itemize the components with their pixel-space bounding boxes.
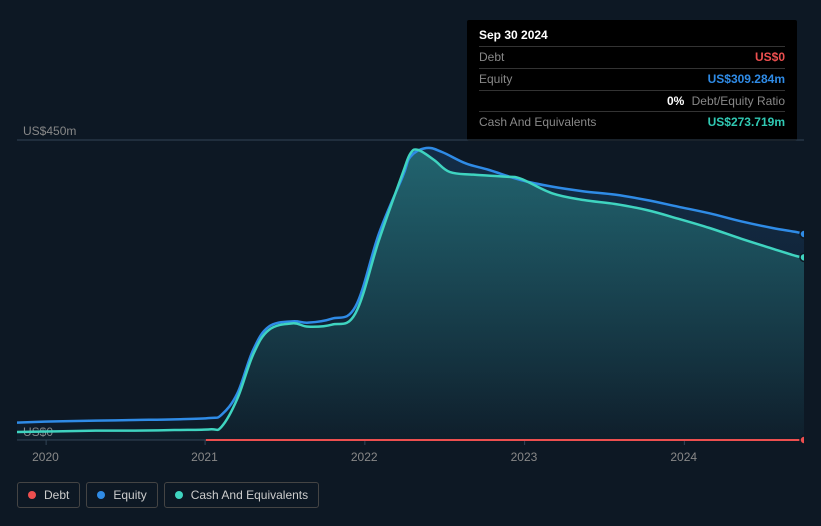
tooltip-row-value: US$309.284m	[708, 71, 785, 88]
chart-tooltip: Sep 30 2024 Debt US$0 Equity US$309.284m 0% …	[467, 20, 797, 141]
x-axis-label: 2024	[670, 450, 697, 464]
tooltip-row: 0% Debt/Equity Ratio	[479, 90, 785, 112]
chart-svg	[17, 125, 804, 445]
legend-item-equity[interactable]: Equity	[86, 482, 157, 508]
tooltip-row-sub: Debt/Equity Ratio	[688, 94, 785, 108]
legend-item-debt[interactable]: Debt	[17, 482, 80, 508]
x-axis-label: 2023	[511, 450, 538, 464]
tooltip-row-label: Equity	[479, 71, 512, 88]
x-axis-label: 2022	[351, 450, 378, 464]
chart-area[interactable]	[17, 125, 804, 470]
legend-dot-icon	[28, 491, 36, 499]
x-axis-label: 2020	[32, 450, 59, 464]
tooltip-rows: Debt US$0 Equity US$309.284m 0% Debt/Equity …	[479, 46, 785, 133]
legend-item-cash-and-equivalents[interactable]: Cash And Equivalents	[164, 482, 319, 508]
tooltip-row-label: Debt	[479, 49, 504, 66]
tooltip-row-value: 0% Debt/Equity Ratio	[667, 93, 785, 110]
tooltip-date: Sep 30 2024	[479, 28, 785, 46]
tooltip-row-value: US$0	[755, 49, 785, 66]
tooltip-row: Debt US$0	[479, 46, 785, 68]
tooltip-row: Equity US$309.284m	[479, 68, 785, 90]
legend-dot-icon	[97, 491, 105, 499]
chart-legend: Debt Equity Cash And Equivalents	[17, 482, 319, 508]
x-axis-label: 2021	[191, 450, 218, 464]
legend-dot-icon	[175, 491, 183, 499]
legend-item-label: Debt	[44, 488, 69, 502]
legend-item-label: Cash And Equivalents	[191, 488, 308, 502]
legend-item-label: Equity	[113, 488, 146, 502]
